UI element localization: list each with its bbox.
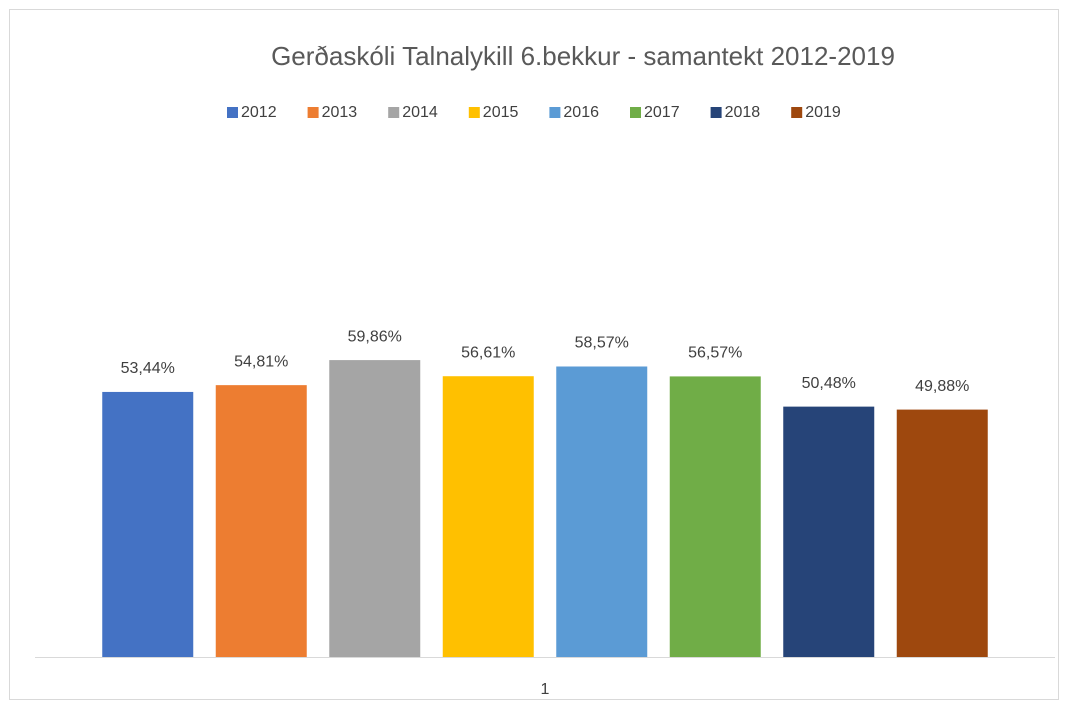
chart-title: Gerðaskóli Talnalykill 6.bekkur - samant… xyxy=(271,41,895,71)
legend-swatch xyxy=(227,107,238,118)
data-label: 50,48% xyxy=(802,375,856,392)
legend-label: 2014 xyxy=(402,104,438,121)
data-label: 58,57% xyxy=(575,335,629,352)
legend-swatch xyxy=(388,107,400,118)
legend-label: 2019 xyxy=(805,104,841,121)
legend-swatch xyxy=(549,107,561,118)
legend-label: 2018 xyxy=(725,104,761,121)
data-label: 56,57% xyxy=(688,345,742,362)
bar xyxy=(102,391,194,657)
bar xyxy=(556,366,648,657)
bar xyxy=(669,376,761,657)
bar xyxy=(215,385,307,657)
legend-swatch xyxy=(630,107,641,118)
legend-label: 2012 xyxy=(241,104,277,121)
bar xyxy=(329,360,421,657)
legend-swatch xyxy=(791,107,803,118)
bar xyxy=(442,376,534,657)
bar xyxy=(783,406,875,657)
legend-label: 2016 xyxy=(563,104,599,121)
legend-label: 2013 xyxy=(322,104,358,121)
bar xyxy=(896,409,988,657)
data-label: 59,86% xyxy=(348,328,402,345)
legend-swatch xyxy=(710,107,722,118)
data-label: 56,61% xyxy=(461,344,515,361)
legend-label: 2015 xyxy=(483,104,519,121)
legend-swatch xyxy=(468,107,480,118)
data-label: 53,44% xyxy=(121,360,175,377)
data-label: 54,81% xyxy=(234,353,288,370)
legend-swatch xyxy=(307,107,319,118)
data-label: 49,88% xyxy=(915,378,969,395)
legend-label: 2017 xyxy=(644,104,680,121)
x-tick-label: 1 xyxy=(541,681,550,698)
